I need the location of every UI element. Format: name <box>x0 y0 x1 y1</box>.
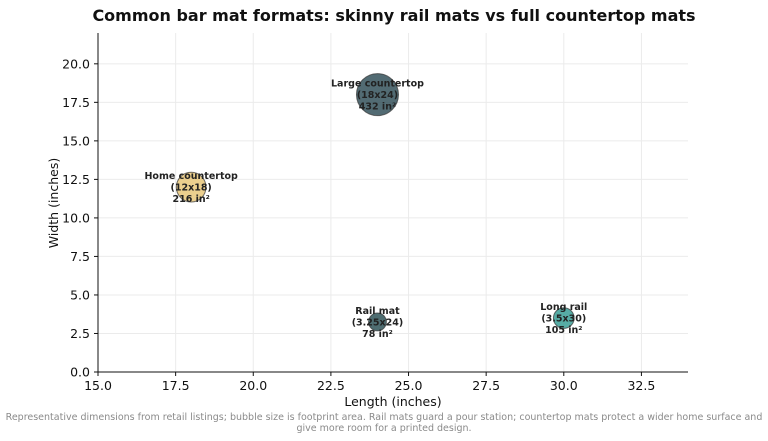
y-tick-label: 17.5 <box>62 95 90 110</box>
x-tick-label: 32.5 <box>627 378 655 393</box>
bubble-label: (18x24) <box>357 90 398 101</box>
grid <box>97 33 688 373</box>
ticks: 15.0 17.5 20.0 22.5 25.0 27.5 30.0 32.5 0.0 2.5 5.… <box>62 56 655 393</box>
y-tick-label: 0.0 <box>70 365 90 380</box>
bubble-label: 432 in² <box>359 102 396 113</box>
chart-title: Common bar mat formats: skinny rail mats… <box>92 6 695 25</box>
x-tick-label: 25.0 <box>395 378 423 393</box>
y-tick-label: 7.5 <box>70 249 90 264</box>
y-tick-label: 20.0 <box>62 56 90 71</box>
bubble-label: 78 in² <box>362 329 393 340</box>
bubble-point <box>552 307 575 329</box>
bubble-point <box>175 171 207 203</box>
x-tick-label: 20.0 <box>239 378 267 393</box>
y-tick-label: 15.0 <box>62 133 90 148</box>
x-tick-label: 27.5 <box>472 378 500 393</box>
y-tick-label: 12.5 <box>62 172 90 187</box>
x-tick-label: 22.5 <box>317 378 345 393</box>
bubble-point <box>355 73 399 117</box>
y-axis-label: Width (inches) <box>46 158 61 248</box>
bubble-label: (12x18) <box>171 183 212 194</box>
bubbles <box>175 73 575 332</box>
bubble-label: (3.25x24) <box>352 317 403 328</box>
bubble-label: Large countertop <box>331 79 424 90</box>
x-tick-label: 17.5 <box>162 378 190 393</box>
bubble-label: Long rail <box>540 302 587 313</box>
bubble-labels: Home countertop(12x18)216 in² Large count… <box>144 79 587 340</box>
y-tick-label: 2.5 <box>70 326 90 341</box>
axes <box>97 33 688 373</box>
bubble-label: Rail mat <box>355 306 400 317</box>
footnote: Representative dimensions from retail li… <box>5 412 763 434</box>
y-tick-label: 10.0 <box>62 210 90 225</box>
x-tick-label: 15.0 <box>84 378 112 393</box>
bubble-label: 216 in² <box>172 194 209 205</box>
x-tick-label: 30.0 <box>550 378 578 393</box>
y-tick-label: 5.0 <box>70 287 90 302</box>
x-axis-label: Length (inches) <box>344 394 441 409</box>
bubble-point <box>368 312 387 332</box>
bubble-label: 105 in² <box>545 325 582 336</box>
bubble-label: Home countertop <box>144 171 238 182</box>
bubble-label: (3.5x30) <box>541 314 586 325</box>
